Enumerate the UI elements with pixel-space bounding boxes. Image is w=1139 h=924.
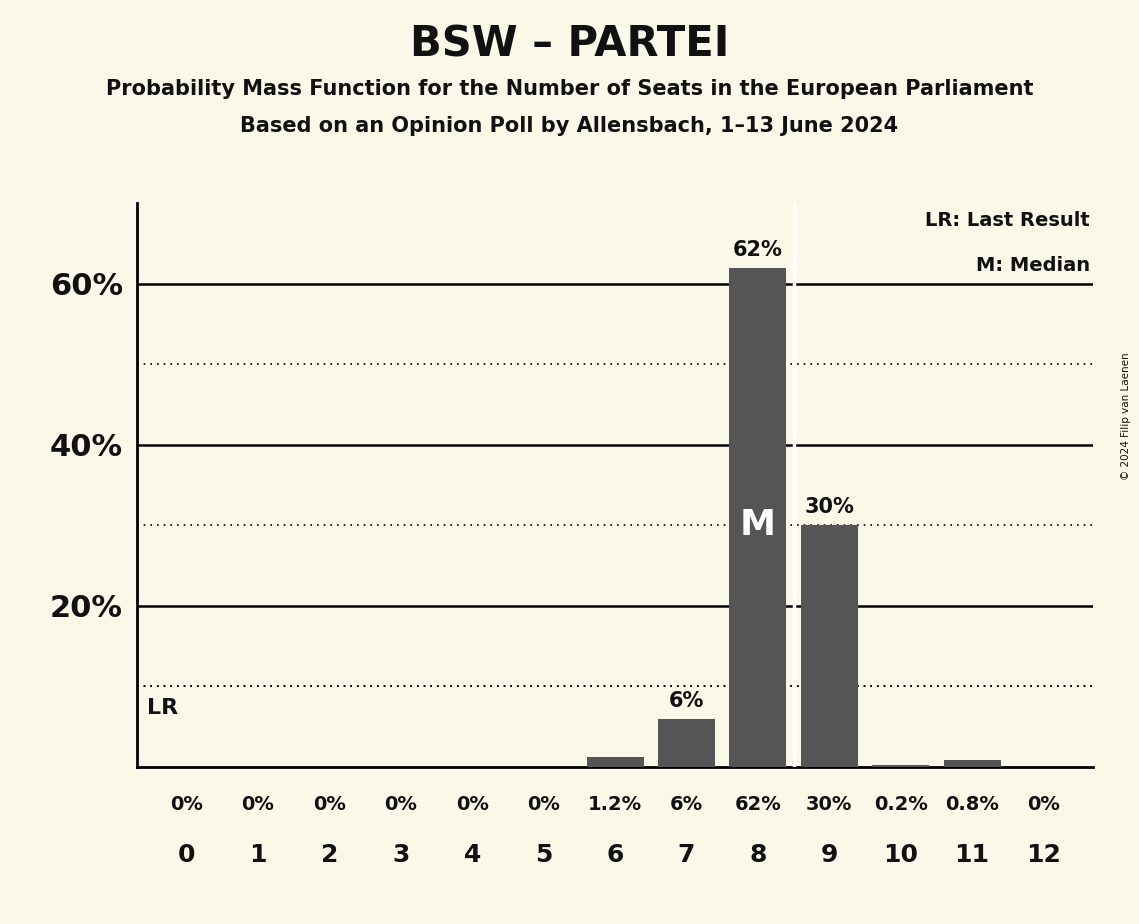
Bar	[658, 719, 715, 767]
Text: 0%: 0%	[456, 795, 489, 814]
Text: 0%: 0%	[1027, 795, 1060, 814]
Text: © 2024 Filip van Laenen: © 2024 Filip van Laenen	[1121, 352, 1131, 480]
Text: 0: 0	[178, 844, 196, 868]
Text: 0%: 0%	[385, 795, 417, 814]
Bar	[729, 268, 786, 767]
Text: 0%: 0%	[241, 795, 274, 814]
Text: 9: 9	[820, 844, 838, 868]
Bar	[587, 758, 644, 767]
Text: BSW – PARTEI: BSW – PARTEI	[410, 23, 729, 65]
Bar	[872, 765, 929, 767]
Text: 6%: 6%	[670, 795, 703, 814]
Text: 2: 2	[321, 844, 338, 868]
Text: 10: 10	[883, 844, 918, 868]
Text: 12: 12	[1026, 844, 1060, 868]
Text: 7: 7	[678, 844, 695, 868]
Text: 6%: 6%	[669, 690, 704, 711]
Text: 62%: 62%	[735, 795, 781, 814]
Text: 4: 4	[464, 844, 481, 868]
Text: 5: 5	[535, 844, 552, 868]
Text: 8: 8	[749, 844, 767, 868]
Text: 3: 3	[392, 844, 410, 868]
Bar	[943, 760, 1001, 767]
Text: 30%: 30%	[806, 795, 852, 814]
Text: Based on an Opinion Poll by Allensbach, 1–13 June 2024: Based on an Opinion Poll by Allensbach, …	[240, 116, 899, 136]
Text: 0%: 0%	[527, 795, 560, 814]
Text: 0.2%: 0.2%	[874, 795, 927, 814]
Text: 6: 6	[606, 844, 624, 868]
Text: 0%: 0%	[313, 795, 346, 814]
Text: Probability Mass Function for the Number of Seats in the European Parliament: Probability Mass Function for the Number…	[106, 79, 1033, 99]
Bar	[801, 526, 858, 767]
Text: LR: Last Result: LR: Last Result	[925, 212, 1090, 230]
Text: 30%: 30%	[804, 497, 854, 517]
Text: 1: 1	[249, 844, 267, 868]
Text: LR: LR	[147, 699, 179, 719]
Text: 1.2%: 1.2%	[588, 795, 642, 814]
Text: 62%: 62%	[732, 239, 782, 260]
Text: 11: 11	[954, 844, 990, 868]
Text: M: Median: M: Median	[976, 256, 1090, 274]
Text: M: M	[740, 508, 776, 542]
Text: 0%: 0%	[170, 795, 203, 814]
Text: 0.8%: 0.8%	[945, 795, 999, 814]
